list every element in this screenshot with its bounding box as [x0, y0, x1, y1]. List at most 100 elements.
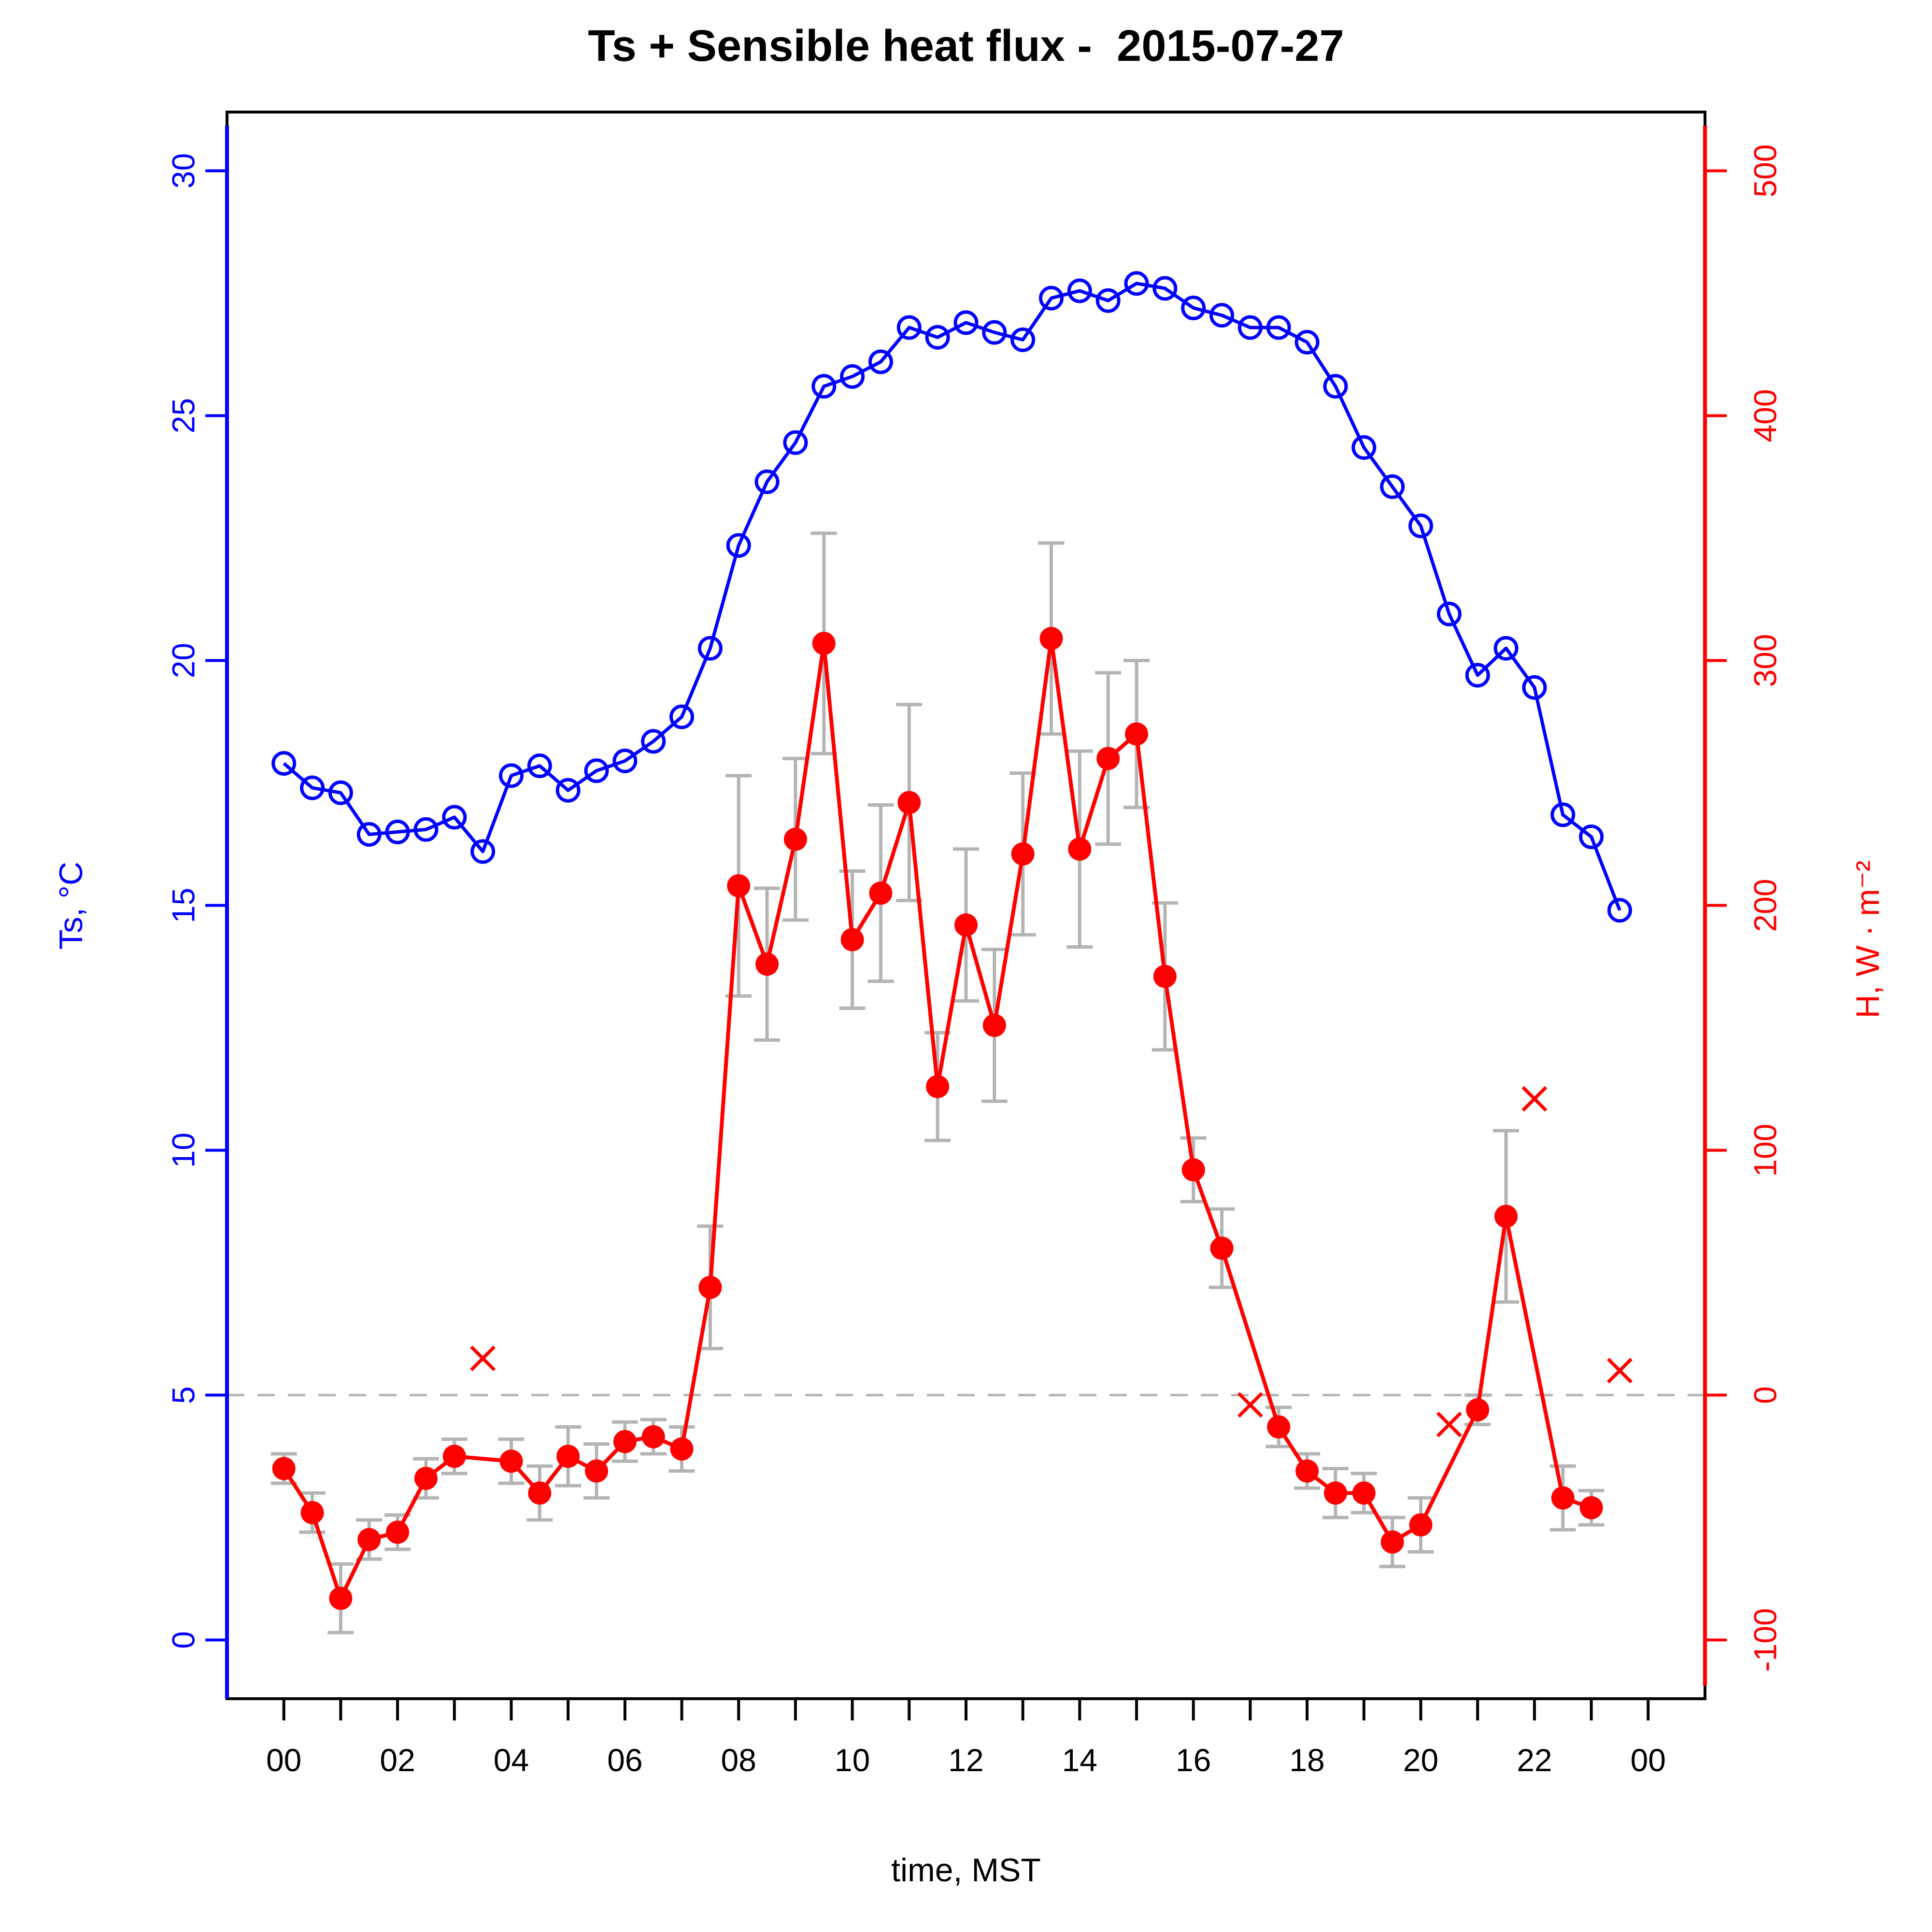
h-point	[1380, 1530, 1404, 1554]
right-tick-label: 200	[1747, 879, 1783, 932]
ts-point	[1550, 802, 1576, 827]
left-tick-label: 25	[165, 398, 201, 433]
ts-series-line	[283, 282, 1621, 911]
ts-point	[1465, 663, 1490, 688]
x-tick-label: 08	[721, 1742, 756, 1778]
right-tick-label: -100	[1747, 1608, 1783, 1672]
flagged-x-icon	[1606, 1358, 1633, 1384]
ts-point	[527, 753, 552, 779]
x-tick-label: 02	[380, 1742, 415, 1778]
ts-point	[1124, 271, 1149, 296]
h-point	[414, 1466, 438, 1490]
x-tick-label: 00	[266, 1742, 301, 1778]
flagged-x-icon	[1237, 1392, 1263, 1418]
ts-point	[555, 778, 581, 803]
left-tick-label: 10	[165, 1133, 201, 1168]
ts-point	[1181, 296, 1206, 321]
ts-point	[413, 817, 439, 842]
h-point	[528, 1481, 552, 1505]
ts-point	[1408, 513, 1434, 539]
ts-point	[498, 763, 524, 788]
ts-point	[925, 325, 950, 350]
h-point	[926, 1075, 950, 1098]
h-point	[386, 1520, 410, 1544]
h-point	[1324, 1481, 1347, 1505]
x-tick-label: 12	[948, 1742, 983, 1778]
ts-point	[300, 775, 325, 800]
h-point	[1352, 1481, 1376, 1505]
x-axis: 00 02 04 06 08 10 12 14 16 18 20 22 00	[266, 1699, 1666, 1778]
h-point	[954, 913, 978, 937]
h-point	[1011, 842, 1035, 866]
right-tick-label: 100	[1747, 1123, 1783, 1177]
x-tick-label: 10	[835, 1742, 870, 1778]
h-point	[1579, 1496, 1603, 1520]
h-point	[1068, 837, 1092, 861]
ts-point	[982, 320, 1007, 345]
ts-point	[1522, 675, 1547, 700]
flagged-x-icon	[1436, 1411, 1462, 1437]
ts-point	[442, 805, 467, 830]
ts-point	[896, 315, 922, 340]
ts-point	[470, 839, 496, 864]
left-axis-title: Ts, °C	[53, 862, 89, 950]
ts-point	[641, 729, 666, 754]
h-point	[272, 1457, 296, 1480]
ts-point	[754, 469, 780, 494]
x-axis-title: time, MST	[891, 1852, 1041, 1889]
chart-title: Ts + Sensible heat flux - 2015-07-27	[588, 21, 1344, 71]
h-point	[897, 791, 921, 814]
ts-point	[840, 364, 865, 389]
x-tick-label: 00	[1631, 1742, 1666, 1778]
ts-point	[669, 704, 695, 729]
left-tick-label: 30	[165, 153, 201, 188]
h-point	[1181, 1158, 1205, 1181]
h-point	[727, 874, 751, 897]
ts-point	[1010, 327, 1036, 352]
h-point	[869, 881, 893, 905]
h-point	[1153, 965, 1177, 988]
x-tick-label: 04	[494, 1742, 529, 1778]
h-point	[357, 1528, 381, 1551]
right-axis: -100 0 100 200 300 400 500	[1705, 144, 1783, 1672]
ts-point	[1209, 303, 1235, 328]
x-tick-label: 14	[1062, 1742, 1097, 1778]
h-point	[329, 1587, 353, 1610]
h-point	[1210, 1236, 1234, 1260]
x-tick-label: 16	[1176, 1742, 1211, 1778]
ts-point	[1579, 824, 1604, 850]
h-point	[442, 1445, 466, 1468]
h-series	[272, 626, 1603, 1610]
left-tick-label: 5	[165, 1386, 201, 1404]
ts-point	[783, 430, 808, 455]
h-point	[840, 928, 864, 952]
ts-point	[1067, 278, 1092, 303]
left-tick-label: 20	[165, 643, 201, 678]
ts-point	[868, 349, 893, 374]
h-point	[499, 1449, 523, 1473]
ts-point	[1294, 330, 1320, 355]
x-tick-label: 06	[607, 1742, 642, 1778]
h-point	[670, 1437, 694, 1461]
x-tick-label: 18	[1289, 1742, 1324, 1778]
h-point	[613, 1430, 637, 1453]
h-point	[1039, 626, 1063, 650]
flagged-x-icon	[470, 1345, 496, 1371]
h-point	[1466, 1398, 1490, 1421]
ts-point	[1323, 374, 1348, 399]
ts-point	[1607, 898, 1632, 923]
ts-point	[1237, 315, 1263, 340]
h-point	[1494, 1205, 1518, 1228]
right-axis-title: H, W · m⁻²	[1849, 861, 1886, 1019]
h-point	[1295, 1459, 1319, 1483]
ts-point	[953, 310, 979, 335]
left-tick-label: 15	[165, 888, 201, 923]
h-point	[1551, 1486, 1575, 1510]
flagged-x-icon	[1521, 1086, 1548, 1112]
h-point	[755, 952, 779, 976]
ts-point	[1351, 435, 1377, 460]
ts-series	[271, 271, 1632, 923]
h-point	[783, 827, 807, 851]
